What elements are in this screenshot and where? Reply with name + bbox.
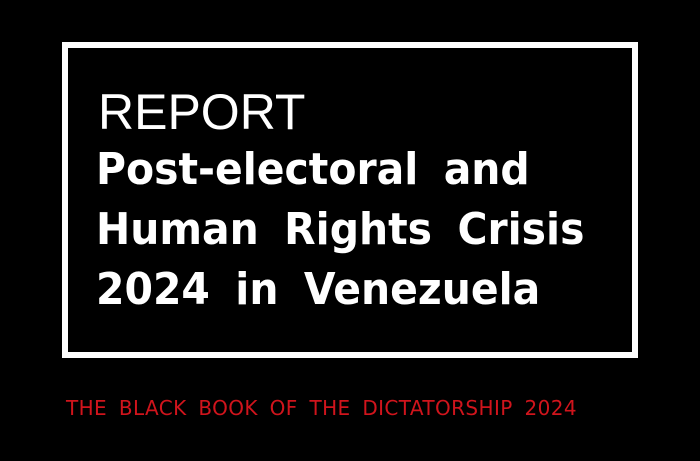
title-line: 2024 in Venezuela bbox=[96, 264, 541, 315]
report-label: REPORT bbox=[98, 84, 306, 140]
title-line: Post-electoral and bbox=[96, 144, 530, 195]
title-frame: REPORT Post-electoral and Human Rights C… bbox=[62, 42, 638, 358]
report-title: Post-electoral and Human Rights Crisis 2… bbox=[96, 140, 584, 320]
subtitle: THE BLACK BOOK OF THE DICTATORSHIP 2024 bbox=[66, 396, 577, 420]
title-line: Human Rights Crisis bbox=[96, 204, 585, 255]
